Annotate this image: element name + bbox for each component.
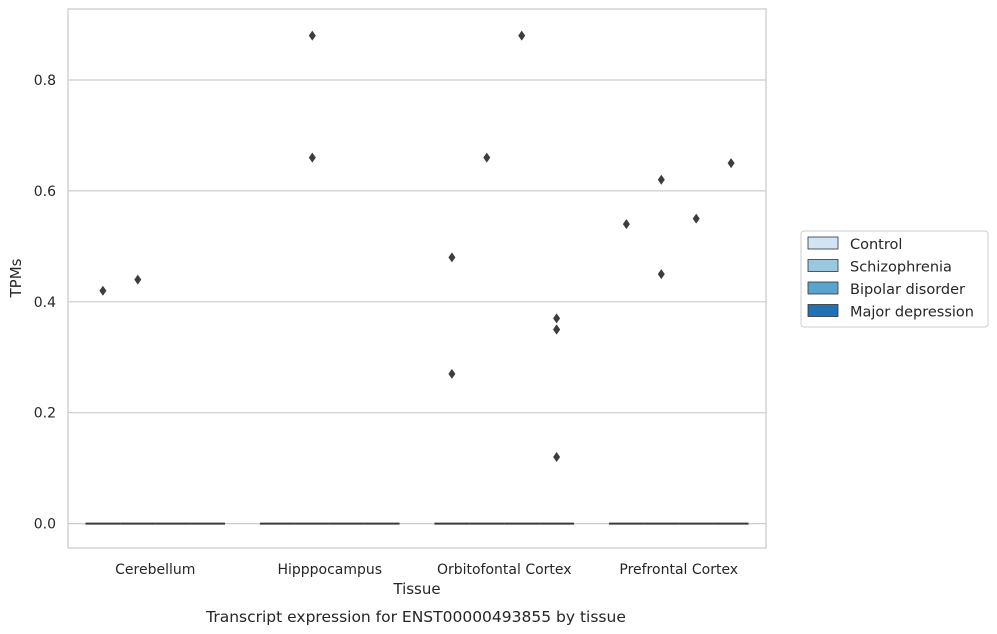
outlier-point — [308, 30, 316, 41]
x-tick-label: Cerebellum — [115, 562, 195, 578]
outlier-point — [448, 368, 456, 379]
legend-entry: Schizophrenia — [850, 260, 952, 276]
gridlines — [68, 79, 766, 525]
outlier-point — [657, 174, 665, 185]
y-tick-label: 0.6 — [34, 184, 56, 200]
x-axis-label: Tissue — [392, 580, 440, 598]
outlier-point — [483, 152, 491, 163]
outlier-point — [692, 213, 700, 224]
legend-swatch — [807, 236, 839, 250]
x-tick-labels: Cerebellum Hipppocampus Orbitofontal Corte… — [115, 562, 738, 578]
y-axis-label: TPMs — [7, 258, 25, 298]
y-tick-label: 0.4 — [34, 295, 56, 311]
y-tick-label: 0.0 — [34, 517, 56, 533]
outlier-point — [448, 252, 456, 263]
outlier-point — [657, 269, 665, 280]
outlier-point — [727, 158, 735, 169]
y-tick-labels: 0.0 0.2 0.4 0.6 0.8 — [34, 73, 56, 533]
x-tick-label: Prefrontal Cortex — [619, 562, 738, 578]
legend-swatch — [807, 304, 839, 317]
outlier-point — [99, 285, 107, 296]
outlier-point — [553, 313, 561, 324]
outlier-point — [622, 219, 630, 230]
legend-entry: Major depression — [850, 305, 974, 321]
outlier-point — [518, 30, 526, 41]
outlier-point — [134, 274, 142, 285]
outlier-point — [553, 324, 561, 335]
x-tick-label: Hipppocampus — [277, 562, 382, 578]
legend-swatch — [807, 259, 839, 272]
outlier-points — [99, 30, 735, 463]
legend-entry: Control — [850, 237, 902, 253]
legend-entry: Bipolar disorder — [850, 282, 965, 298]
x-tick-label: Orbitofontal Cortex — [437, 562, 572, 578]
legend: Control Schizophrenia Bipolar disorder Majo… — [800, 230, 989, 328]
legend-frame — [800, 230, 989, 328]
outlier-point — [308, 152, 316, 163]
y-tick-label: 0.2 — [34, 406, 56, 422]
y-tick-label: 0.8 — [34, 73, 56, 89]
outlier-point — [553, 452, 561, 463]
chart-caption: Transcript expression for ENST0000049385… — [205, 608, 626, 626]
plot-frame — [67, 8, 767, 549]
legend-swatch — [807, 281, 839, 295]
